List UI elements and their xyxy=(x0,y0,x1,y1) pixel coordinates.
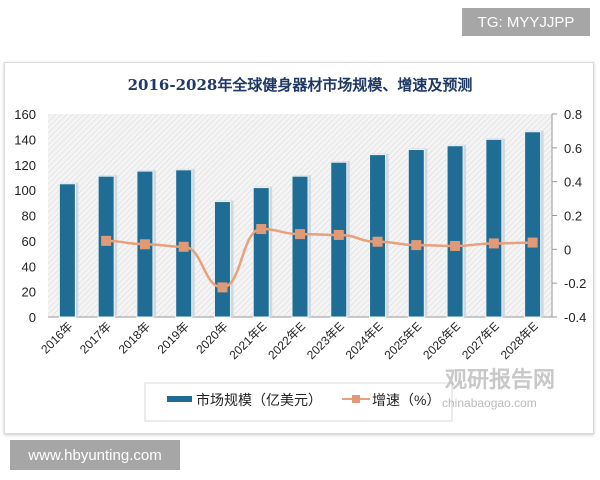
growth-marker xyxy=(178,241,189,252)
source-watermark-en: chinabaogao.com xyxy=(442,396,537,410)
source-watermark-cn: 观研报告网 xyxy=(445,367,555,392)
growth-marker xyxy=(411,240,422,251)
growth-marker xyxy=(527,237,538,248)
x-tick-label: 2020年 xyxy=(193,319,230,356)
bar xyxy=(524,131,542,318)
legend-line-label: 增速（%） xyxy=(372,392,440,408)
bar xyxy=(369,154,387,318)
x-tick-label: 2025年E xyxy=(382,319,425,362)
bar xyxy=(252,187,270,318)
bar xyxy=(446,145,464,318)
bar xyxy=(97,175,115,318)
legend-bar-swatch xyxy=(167,396,192,402)
growth-marker xyxy=(372,236,383,247)
growth-marker xyxy=(101,235,112,246)
growth-marker xyxy=(217,282,228,293)
x-tick-label: 2018年 xyxy=(116,319,153,356)
x-tick-label: 2023年E xyxy=(304,319,347,362)
x-tick-label: 2016年 xyxy=(38,319,75,356)
y-left-tick: 80 xyxy=(22,209,36,224)
watermark-top: TG: MYYJJPP xyxy=(462,8,590,36)
growth-marker xyxy=(333,229,344,240)
bar xyxy=(213,201,231,318)
growth-marker xyxy=(488,238,499,249)
bar xyxy=(485,138,503,318)
growth-marker xyxy=(139,239,150,250)
x-tick-label: 2028年E xyxy=(498,319,541,362)
y-left-tick: 100 xyxy=(14,183,36,198)
bar xyxy=(58,183,76,318)
x-tick-label: 2026年E xyxy=(420,319,463,362)
y-left-tick: 160 xyxy=(14,107,36,122)
x-tick-label: 2024年E xyxy=(343,319,386,362)
growth-marker xyxy=(450,240,461,251)
bar xyxy=(407,149,425,318)
legend xyxy=(144,382,453,422)
y-left-tick: 120 xyxy=(14,158,36,173)
y-left-tick: 20 xyxy=(22,285,36,300)
y-right-tick: 0.4 xyxy=(564,175,582,190)
growth-marker xyxy=(256,224,267,235)
x-tick-label: 2021年E xyxy=(226,319,269,362)
watermark-bottom: www.hbyunting.com xyxy=(10,440,180,470)
x-tick-label: 2017年 xyxy=(77,319,114,356)
y-right-tick: -0.4 xyxy=(564,310,586,325)
legend-bar-label: 市场规模（亿美元） xyxy=(196,392,322,408)
legend-line-marker xyxy=(352,395,360,403)
y-right-tick: 0 xyxy=(564,242,571,257)
y-right-tick: 0.6 xyxy=(564,141,582,156)
y-left-tick: 0 xyxy=(29,310,36,325)
y-right-tick: 0.8 xyxy=(564,107,582,122)
y-right-tick: -0.2 xyxy=(564,276,586,291)
growth-marker xyxy=(295,229,305,240)
x-tick-label: 2027年E xyxy=(459,319,502,362)
y-left-tick: 60 xyxy=(22,234,36,249)
y-right-tick: 0.2 xyxy=(564,209,582,224)
y-left-tick: 40 xyxy=(22,259,36,274)
chart-title: 2016-2028年全球健身器材市场规模、增速及预测 xyxy=(128,76,473,94)
x-tick-label: 2019年 xyxy=(155,319,192,356)
bar xyxy=(291,175,309,318)
x-tick-label: 2022年E xyxy=(265,319,308,362)
y-left-tick: 140 xyxy=(14,132,36,147)
